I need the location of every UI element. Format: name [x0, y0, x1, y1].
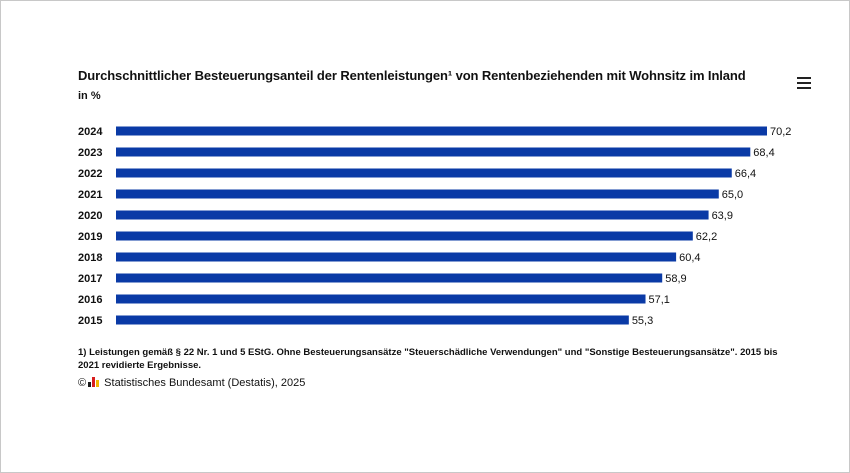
chart-title: Durchschnittlicher Besteuerungsanteil de…: [78, 68, 746, 83]
value-label: 57,1: [649, 294, 670, 306]
bar[interactable]: [116, 126, 767, 136]
bar[interactable]: [116, 231, 693, 241]
chart-subtitle: in %: [78, 90, 101, 102]
category-label: 2021: [78, 189, 102, 201]
category-label: 2018: [78, 252, 102, 264]
hamburger-menu-icon[interactable]: [797, 77, 811, 89]
source-text: Statistisches Bundesamt (Destatis), 2025: [104, 377, 306, 389]
category-label: 2016: [78, 294, 102, 306]
value-label: 63,9: [712, 210, 733, 222]
category-label: 2019: [78, 231, 102, 243]
footnote: 1) Leistungen gemäß § 22 Nr. 1 und 5 ESt…: [78, 347, 778, 371]
category-label: 2022: [78, 168, 102, 180]
bar[interactable]: [116, 189, 719, 199]
bar[interactable]: [116, 210, 709, 220]
bar[interactable]: [116, 273, 663, 283]
value-label: 70,2: [770, 126, 791, 138]
copyright-symbol: ©: [78, 377, 87, 389]
category-label: 2023: [78, 147, 102, 159]
bar[interactable]: [116, 315, 629, 325]
source-line: © Statistisches Bundesamt (Destatis), 20…: [78, 377, 305, 389]
bar-chart: 2024 70,2 2023 68,4 2022 66,4 2021 65,0 2020 63,9…: [78, 126, 791, 327]
value-label: 62,2: [696, 231, 717, 243]
value-label: 55,3: [632, 315, 653, 327]
value-label: 58,9: [665, 273, 686, 285]
bar[interactable]: [116, 294, 646, 304]
category-label: 2015: [78, 315, 102, 327]
destatis-logo-icon: [88, 377, 100, 387]
bar[interactable]: [116, 147, 751, 157]
bar[interactable]: [116, 168, 732, 178]
category-label: 2017: [78, 273, 102, 285]
category-label: 2024: [78, 126, 103, 138]
bar[interactable]: [116, 252, 677, 262]
value-label: 60,4: [679, 252, 700, 264]
value-label: 65,0: [722, 189, 743, 201]
category-label: 2020: [78, 210, 102, 222]
value-label: 68,4: [753, 147, 774, 159]
value-label: 66,4: [735, 168, 756, 180]
